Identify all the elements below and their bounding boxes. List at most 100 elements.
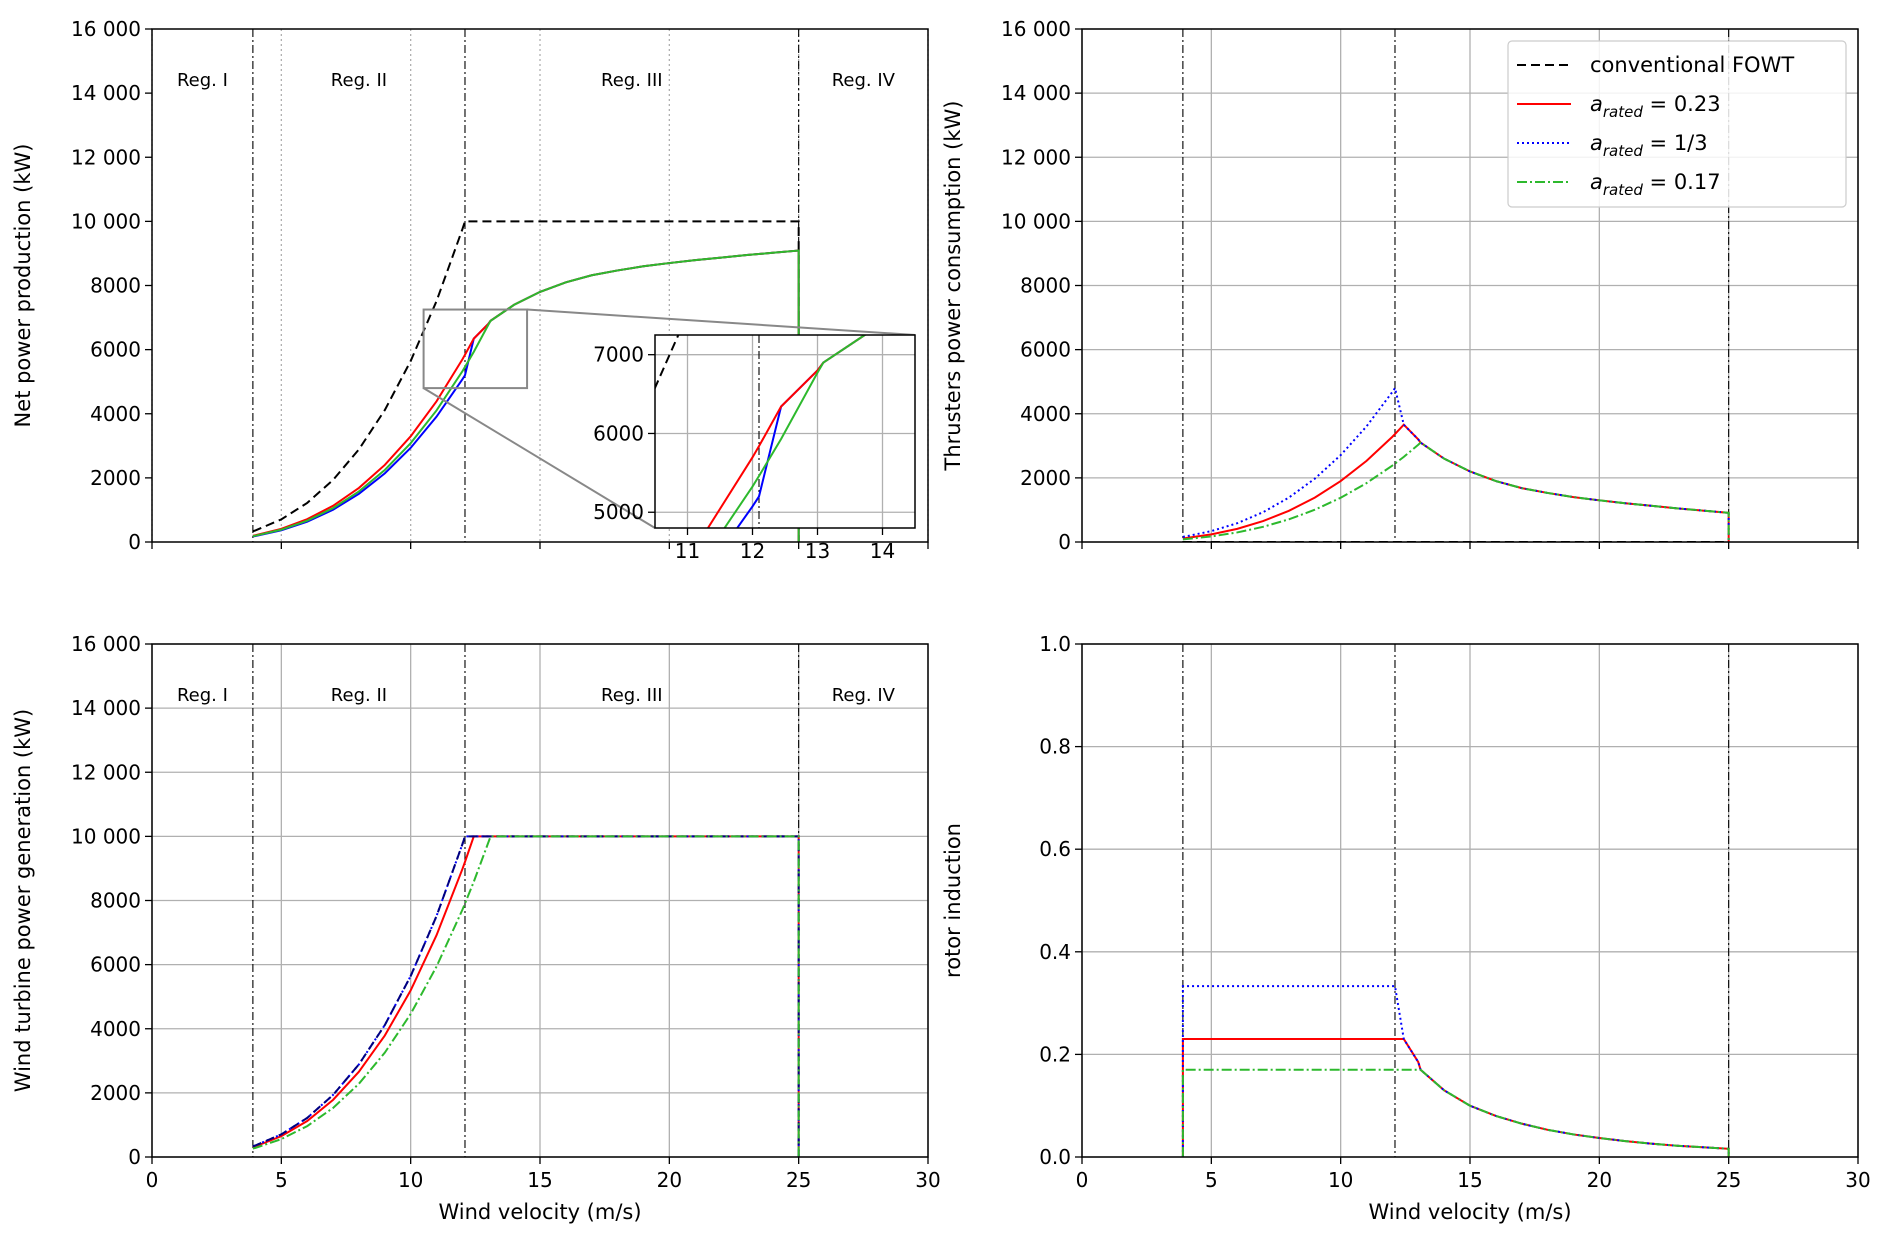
region-label: Reg. III [601,685,663,706]
y-tick-label: 2000 [90,466,141,490]
y-tick-label: 0.0 [1039,1145,1071,1169]
y-tick-label: 12 000 [71,760,141,784]
x-tick-label: 30 [1845,1168,1870,1192]
y-tick-label: 6000 [90,338,141,362]
y-tick-label: 0.4 [1039,940,1071,964]
inset-axes: 11 12 13 14 5000 6000 7000 [593,334,916,563]
y-tick-label: 16 000 [71,632,141,656]
y-tick-label: 10 000 [1001,209,1071,233]
y-tick-label: 0 [128,1145,141,1169]
x-tick-label: 14 [870,539,895,563]
y-tick-label: 12 000 [71,145,141,169]
legend-label: arated = 0.17 [1590,170,1721,199]
legend-label: arated = 0.23 [1590,92,1721,121]
y-tick-label: 6000 [90,953,141,977]
y-tick-label: 2000 [90,1081,141,1105]
axes: 0 2000 4000 6000 8000 10 000 12 000 14 000 16 00… [941,17,1859,554]
x-tick-label: 25 [1716,1168,1741,1192]
zoom-connector [527,308,916,336]
y-tick-label: 0.8 [1039,735,1071,759]
region-label: Reg. III [601,70,663,91]
y-axis-label: rotor induction [941,823,965,978]
series-line [1181,1068,1730,1157]
x-tick-label: 0 [146,1168,159,1192]
x-tick-label: 5 [1205,1168,1218,1192]
legend-label-part: a [1590,131,1603,155]
x-tick-label: 11 [675,539,700,563]
y-tick-label: 14 000 [71,696,141,720]
y-tick-label: 4000 [90,402,141,426]
legend-label-part: = 0.23 [1643,92,1721,116]
axes: Reg. I Reg. II Reg. III Reg. IV 0 5 10 15 20 25 30… [11,632,941,1224]
legend-label-part: a [1590,92,1603,116]
x-tick-label: 12 [740,539,765,563]
y-tick-label: 8000 [1020,274,1071,298]
x-tick-label: 13 [805,539,830,563]
series-line [1182,441,1730,542]
y-tick-label: 6000 [1020,338,1071,362]
axes: Reg. I Reg. II Reg. III Reg. IV 0 2000 4000 600… [11,17,929,563]
y-tick-label: 7000 [593,343,644,367]
legend-box [1507,40,1847,208]
x-tick-label: 5 [275,1168,288,1192]
y-tick-label: 16 000 [71,17,141,41]
zoom-indicator [422,308,529,390]
y-tick-label: 0.2 [1039,1042,1071,1066]
y-tick-label: 8000 [90,889,141,913]
x-tick-label: 25 [786,1168,811,1192]
series-line [252,220,800,542]
y-tick-label: 0 [128,530,141,554]
y-tick-label: 5000 [593,500,644,524]
y-tick-label: 10 000 [71,824,141,848]
legend-label: conventional FOWT [1590,53,1794,77]
series-group [1182,385,1730,542]
y-tick-label: 0 [1058,530,1071,554]
x-axis-label: Wind velocity (m/s) [1368,1200,1571,1224]
y-tick-label: 4000 [1020,402,1071,426]
y-tick-label: 12 000 [1001,145,1071,169]
series-group [1181,985,1730,1157]
legend-label-part: rated [1603,142,1643,160]
zoom-connector [423,387,656,529]
series-line [252,835,800,1157]
x-tick-label: 30 [915,1168,940,1192]
y-tick-label: 4000 [90,1017,141,1041]
series-group [252,220,800,542]
series-line [252,249,800,542]
y-axis-label: Thrusters power consumption (kW) [941,101,965,472]
region-label: Reg. II [331,685,387,706]
legend-label-part: rated [1603,181,1643,199]
y-tick-label: 10 000 [71,209,141,233]
x-tick-label: 0 [1076,1168,1089,1192]
x-tick-label: 10 [398,1168,423,1192]
legend-label-part: rated [1603,103,1643,121]
x-tick-label: 10 [1328,1168,1353,1192]
y-tick-label: 8000 [90,274,141,298]
legend-label-part: = 0.17 [1643,170,1721,194]
y-tick-label: 0.6 [1039,837,1071,861]
region-label: Reg. IV [832,70,896,91]
region-label: Reg. IV [832,685,896,706]
legend-label-part: a [1590,170,1603,194]
y-tick-label: 14 000 [1001,81,1071,105]
series-line [723,335,867,528]
y-tick-label: 14 000 [71,81,141,105]
legend-label-part: = 1/3 [1643,131,1708,155]
inset-series [655,335,867,528]
axes: 0 5 10 15 20 25 30 0.0 0.2 0.4 0.6 0.8 1.0 rotor indu… [941,632,1871,1224]
y-axis-label: Wind turbine power generation (kW) [11,709,35,1092]
y-tick-label: 1.0 [1039,632,1071,656]
x-axis-label: Wind velocity (m/s) [438,1200,641,1224]
y-tick-label: 16 000 [1001,17,1071,41]
x-tick-label: 20 [1587,1168,1612,1192]
x-tick-label: 15 [527,1168,552,1192]
y-tick-label: 6000 [593,421,644,445]
region-label: Reg. II [331,70,387,91]
series-group [252,835,800,1157]
series-line [1181,985,1730,1157]
region-label: Reg. I [177,70,228,91]
inset-frame [654,334,916,529]
